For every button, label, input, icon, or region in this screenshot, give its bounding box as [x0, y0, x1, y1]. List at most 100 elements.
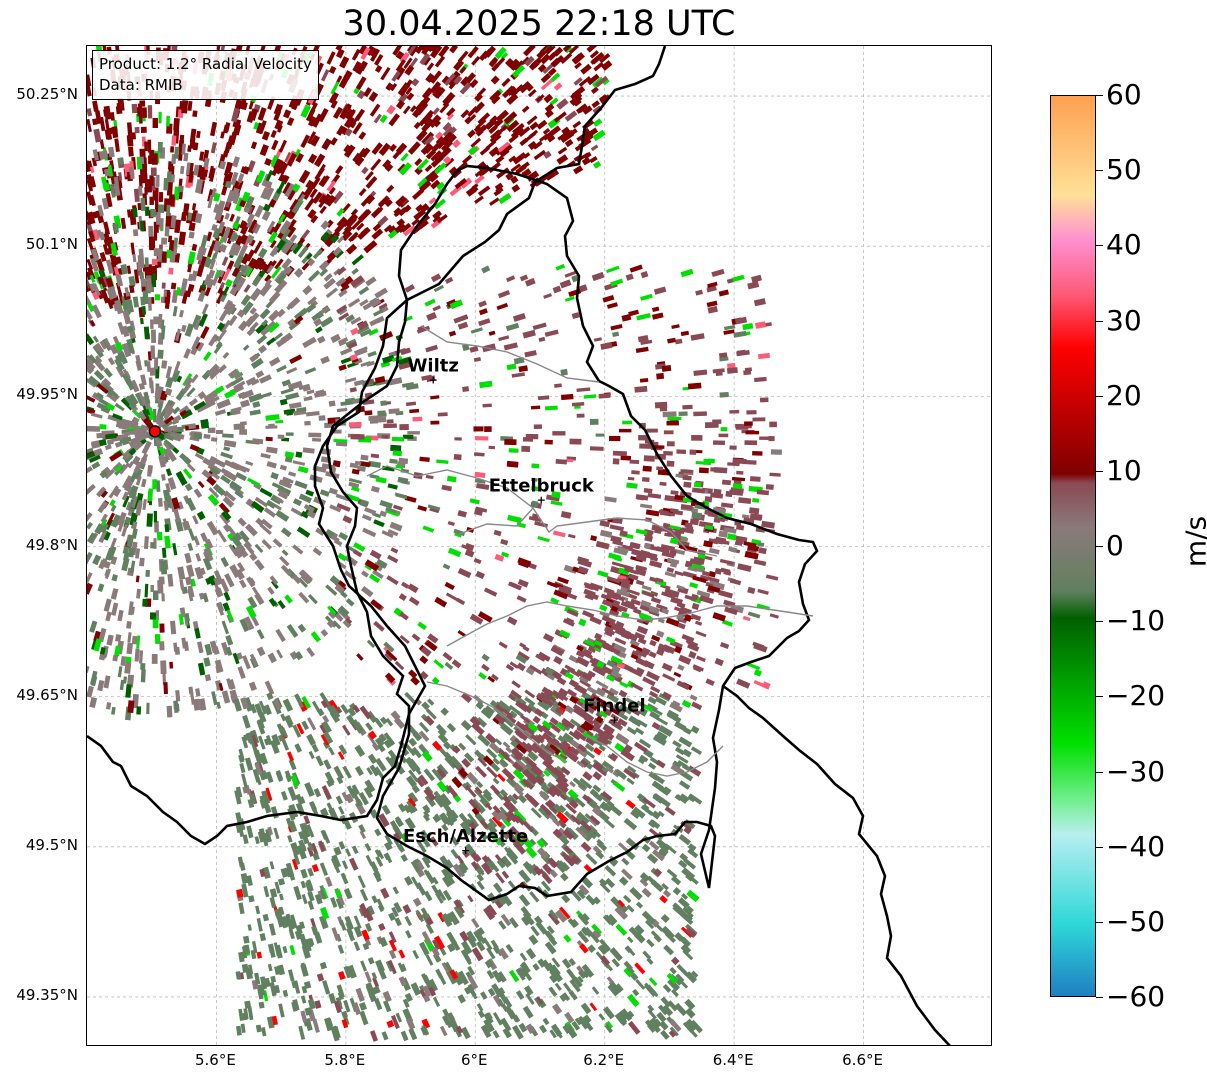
radar-echo: [89, 194, 96, 207]
radar-echo: [328, 186, 336, 195]
radar-echo: [321, 463, 336, 471]
radar-echo: [676, 680, 690, 690]
radar-echo: [300, 134, 311, 149]
radar-echo: [342, 515, 353, 524]
radar-map[interactable]: + Wiltz + Ettelbruck + Findel + Esch/Alzette: [86, 45, 992, 1046]
radar-echo: [350, 208, 359, 217]
radar-echo: [708, 547, 720, 555]
radar-echo: [348, 298, 361, 308]
radar-echo: [524, 55, 535, 67]
radar-echo: [378, 142, 391, 157]
radar-echo: [187, 283, 195, 292]
radar-echo: [765, 574, 779, 581]
radar-echo: [248, 101, 254, 110]
radar-echo: [343, 999, 351, 1013]
radar-echo: [219, 281, 226, 289]
radar-echo: [209, 167, 216, 182]
radar-echo: [561, 893, 571, 904]
radar-echo: [164, 295, 171, 309]
radar-echo: [307, 900, 315, 910]
radar-echo: [202, 149, 210, 163]
radar-echo: [155, 634, 161, 644]
radar-echo: [266, 461, 277, 469]
radar-echo: [395, 59, 406, 72]
radar-echo: [102, 233, 110, 246]
radar-echo: [663, 450, 673, 456]
radar-echo: [683, 481, 692, 488]
radar-echo: [337, 236, 345, 244]
radar-echo: [232, 156, 240, 168]
radar-echo: [290, 242, 300, 253]
radar-echo: [380, 887, 390, 899]
radar-echo: [273, 103, 282, 115]
radar-echo: [434, 131, 444, 140]
radar-echo: [454, 437, 462, 441]
radar-echo: [304, 782, 315, 797]
radar-echo: [346, 927, 356, 942]
radar-echo: [91, 461, 101, 470]
radar-echo: [373, 519, 385, 528]
radar-echo: [175, 287, 181, 296]
radar-echo: [339, 56, 350, 69]
radar-echo: [475, 765, 488, 778]
radar-echo: [268, 198, 277, 208]
radar-echo: [449, 46, 459, 54]
radar-echo: [726, 533, 737, 541]
radar-echo: [343, 144, 356, 158]
radar-echo: [107, 164, 114, 177]
radar-echo: [248, 681, 257, 692]
radar-echo: [539, 1024, 548, 1034]
radar-echo: [218, 502, 230, 515]
radar-echo: [114, 402, 125, 412]
radar-echo: [128, 146, 134, 157]
radar-echo: [180, 278, 188, 293]
radar-echo: [225, 646, 233, 656]
radar-echo: [87, 294, 91, 305]
radar-echo: [369, 549, 382, 560]
radar-echo: [425, 474, 434, 480]
radar-echo: [164, 535, 171, 549]
radar-echo: [374, 53, 384, 66]
radar-echo: [420, 142, 433, 156]
radar-echo: [427, 46, 436, 52]
radar-echo: [347, 109, 356, 120]
radar-echo: [174, 219, 181, 234]
radar-echo: [87, 118, 92, 133]
radar-echo: [748, 507, 760, 515]
radar-echo: [719, 391, 729, 398]
radar-echo: [393, 207, 403, 217]
radar-echo: [92, 335, 99, 343]
radar-echo: [206, 520, 219, 536]
radar-echo: [511, 64, 526, 78]
radar-echo: [324, 422, 333, 429]
radar-echo: [222, 268, 231, 281]
radar-echo: [199, 151, 205, 161]
radar-echo: [239, 429, 247, 435]
radar-echo: [243, 935, 250, 944]
radar-echo: [287, 835, 293, 843]
radar-echo: [666, 420, 679, 426]
radar-echo: [127, 547, 135, 558]
radar-echo: [491, 95, 501, 105]
radar-echo: [224, 212, 230, 220]
radar-echo: [460, 719, 472, 731]
radar-echo: [154, 294, 161, 301]
radar-echo: [744, 551, 759, 560]
radar-echo: [100, 490, 109, 499]
radar-echo: [95, 46, 103, 53]
radar-echo: [151, 653, 158, 664]
radar-echo: [666, 868, 678, 879]
radar-echo: [460, 109, 470, 119]
radar-echo: [159, 453, 167, 465]
radar-echo: [90, 412, 103, 419]
radar-echo: [139, 156, 145, 165]
radar-echo: [213, 570, 223, 583]
radar-echo: [92, 229, 100, 241]
radar-echo: [459, 81, 473, 95]
radar-echo: [105, 277, 115, 290]
radar-echo: [167, 477, 177, 490]
radar-echo: [442, 98, 451, 107]
radar-echo: [333, 846, 342, 856]
radar-echo: [734, 316, 748, 325]
radar-echo: [169, 251, 176, 263]
